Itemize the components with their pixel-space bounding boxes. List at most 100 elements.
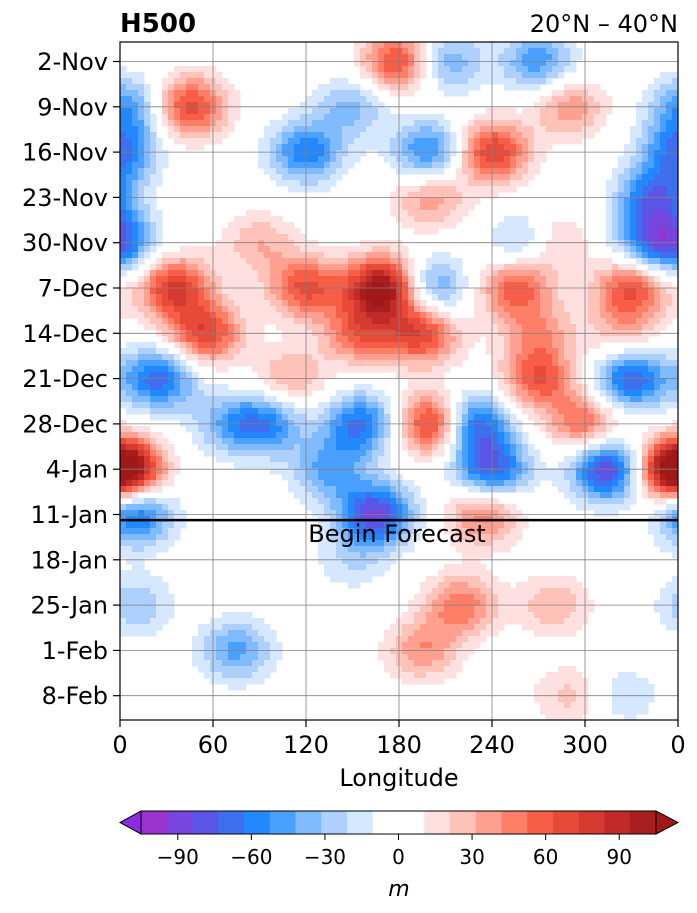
field-cell: [390, 126, 397, 133]
field-cell: [354, 492, 361, 499]
field-cell: [342, 432, 349, 439]
field-cell: [138, 84, 145, 91]
field-cell: [510, 318, 517, 325]
field-cell: [588, 96, 595, 103]
field-cell: [594, 486, 601, 493]
field-cell: [372, 144, 379, 151]
field-cell: [360, 462, 367, 469]
field-cell: [354, 312, 361, 319]
field-cell: [426, 318, 433, 325]
field-cell: [426, 222, 433, 229]
field-cell: [264, 210, 271, 217]
field-cell: [474, 132, 481, 139]
field-cell: [336, 294, 343, 301]
field-cell: [630, 174, 637, 181]
field-cell: [498, 222, 505, 229]
field-cell: [372, 48, 379, 55]
field-cell: [288, 240, 295, 247]
field-cell: [462, 450, 469, 457]
field-cell: [624, 270, 631, 277]
field-cell: [624, 408, 631, 415]
field-cell: [390, 48, 397, 55]
field-cell: [630, 252, 637, 259]
field-cell: [198, 432, 205, 439]
field-cell: [444, 294, 451, 301]
field-cell: [492, 180, 499, 187]
field-cell: [570, 306, 577, 313]
field-cell: [600, 294, 607, 301]
field-cell: [456, 66, 463, 73]
field-cell: [342, 150, 349, 157]
field-cell: [420, 48, 427, 55]
field-cell: [120, 192, 127, 199]
field-cell: [672, 234, 678, 241]
field-cell: [564, 276, 571, 283]
field-cell: [522, 270, 529, 277]
field-cell: [168, 480, 175, 487]
field-cell: [474, 150, 481, 157]
field-cell: [348, 414, 355, 421]
field-cell: [552, 282, 559, 289]
field-cell: [546, 468, 553, 475]
field-cell: [462, 180, 469, 187]
field-cell: [426, 168, 433, 175]
field-cell: [534, 162, 541, 169]
field-cell: [618, 438, 625, 445]
field-cell: [414, 300, 421, 307]
field-cell: [426, 276, 433, 283]
field-cell: [252, 456, 259, 463]
field-cell: [366, 108, 373, 115]
field-cell: [570, 60, 577, 67]
field-cell: [204, 120, 211, 127]
field-cell: [564, 246, 571, 253]
field-cell: [498, 324, 505, 331]
field-cell: [666, 138, 673, 145]
field-cell: [360, 336, 367, 343]
field-cell: [420, 162, 427, 169]
field-cell: [144, 222, 151, 229]
field-cell: [264, 132, 271, 139]
field-cell: [168, 462, 175, 469]
field-cell: [504, 318, 511, 325]
field-cell: [162, 462, 169, 469]
field-cell: [444, 360, 451, 367]
field-cell: [630, 210, 637, 217]
field-cell: [636, 384, 643, 391]
field-cell: [588, 282, 595, 289]
field-cell: [126, 186, 133, 193]
field-cell: [540, 282, 547, 289]
field-cell: [318, 96, 325, 103]
field-cell: [438, 216, 445, 223]
field-cell: [402, 144, 409, 151]
field-cell: [468, 126, 475, 133]
field-cell: [270, 468, 277, 475]
field-cell: [216, 270, 223, 277]
field-cell: [330, 276, 337, 283]
field-cell: [186, 282, 193, 289]
field-cell: [192, 282, 199, 289]
field-cell: [660, 114, 667, 121]
field-cell: [648, 180, 655, 187]
field-cell: [552, 54, 559, 61]
field-cell: [654, 384, 661, 391]
field-cell: [528, 264, 535, 271]
field-cell: [612, 270, 619, 277]
field-cell: [318, 294, 325, 301]
field-cell: [426, 438, 433, 445]
field-cell: [366, 42, 373, 49]
field-cell: [156, 450, 163, 457]
field-cell: [120, 240, 127, 247]
field-cell: [324, 342, 331, 349]
field-cell: [468, 186, 475, 193]
field-cell: [474, 138, 481, 145]
field-cell: [510, 138, 517, 145]
field-cell: [468, 480, 475, 487]
field-cell: [264, 222, 271, 229]
field-cell: [672, 180, 678, 187]
field-cell: [558, 108, 565, 115]
field-cell: [594, 126, 601, 133]
field-cell: [306, 468, 313, 475]
field-cell: [384, 450, 391, 457]
field-cell: [534, 126, 541, 133]
field-cell: [312, 498, 319, 505]
